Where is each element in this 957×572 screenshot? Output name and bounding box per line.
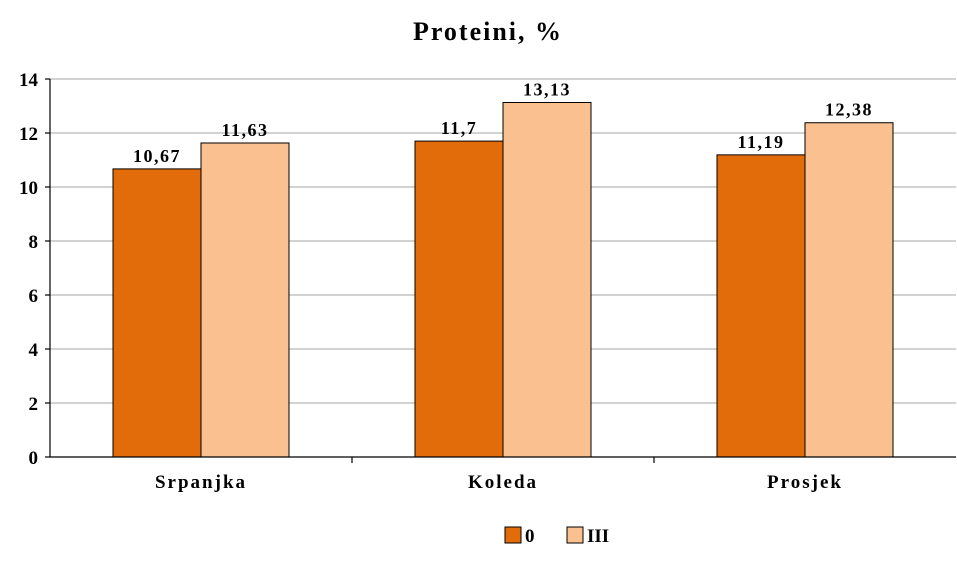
y-tick-label: 10: [19, 178, 38, 199]
y-tick-label: 4: [29, 340, 39, 361]
bar-0-koleda: [415, 141, 503, 457]
legend-label: III: [587, 526, 609, 547]
data-label: 11,63: [221, 120, 268, 140]
y-tick-label: 2: [29, 394, 39, 415]
x-tick-label: Srpanjka: [155, 472, 247, 493]
legend-swatch: [567, 527, 583, 543]
bar-0-srpanjka: [113, 169, 201, 457]
data-label: 11,7: [441, 118, 478, 138]
chart-title: Proteini, %: [413, 17, 563, 46]
legend-swatch: [505, 527, 521, 543]
y-tick-label: 8: [29, 232, 39, 253]
bars: [113, 102, 893, 457]
y-tick-label: 12: [19, 124, 38, 145]
bar-0-prosjek: [717, 155, 805, 457]
bar-III-prosjek: [805, 123, 893, 457]
bar-III-koleda: [503, 102, 591, 457]
data-label: 10,67: [133, 146, 181, 166]
x-tick-label: Koleda: [468, 472, 538, 493]
x-tick-label: Prosjek: [767, 472, 843, 493]
data-label: 11,19: [737, 132, 784, 152]
data-label: 13,13: [523, 79, 571, 99]
y-tick-label: 14: [19, 70, 39, 91]
data-label: 12,38: [825, 100, 873, 120]
legend-label: 0: [525, 526, 535, 547]
legend: 0 III: [505, 526, 609, 547]
bar-III-srpanjka: [201, 143, 289, 457]
y-tick-label: 0: [29, 448, 39, 469]
y-tick-label: 6: [29, 286, 39, 307]
